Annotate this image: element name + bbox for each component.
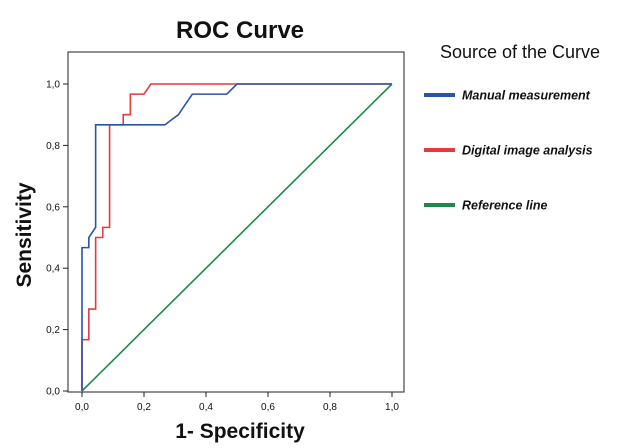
chart-title: ROC Curve [176,17,304,44]
axes-layer: 0,0 0,2 0,4 0,6 0,8 1,0 0,0 0,2 0,4 0,6 0,8 1,0 [46,80,399,414]
x-tick-label: 1,0 [385,402,399,413]
y-tick-label: 0,2 [46,325,60,336]
legend-label-1: Digital image analysis [462,144,593,158]
x-tick-label: 0,4 [199,402,213,413]
legend-label-2: Reference line [462,199,548,213]
legend-title: Source of the Curve [440,42,600,62]
series-line-1 [81,83,392,391]
plot-frame [67,51,405,393]
series-line-0 [81,83,392,391]
series-line-2 [81,83,393,392]
x-tick-label: 0,6 [261,402,275,413]
x-axis-label: 1- Specificity [175,420,305,443]
legend: Manual measurement Digital image analysis… [424,89,593,213]
x-tick-label: 0,0 [75,402,89,413]
y-tick-label: 0,4 [46,264,60,275]
plot-area [81,83,393,392]
y-axis-label: Sensitivity [13,182,36,287]
y-tick-label: 0,8 [46,141,60,152]
y-tick-label: 0,0 [46,387,60,398]
y-tick-label: 0,6 [46,202,60,213]
legend-label-0: Manual measurement [462,89,591,103]
x-tick-label: 0,2 [137,402,151,413]
x-tick-label: 0,8 [323,402,337,413]
y-tick-label: 1,0 [46,80,60,91]
